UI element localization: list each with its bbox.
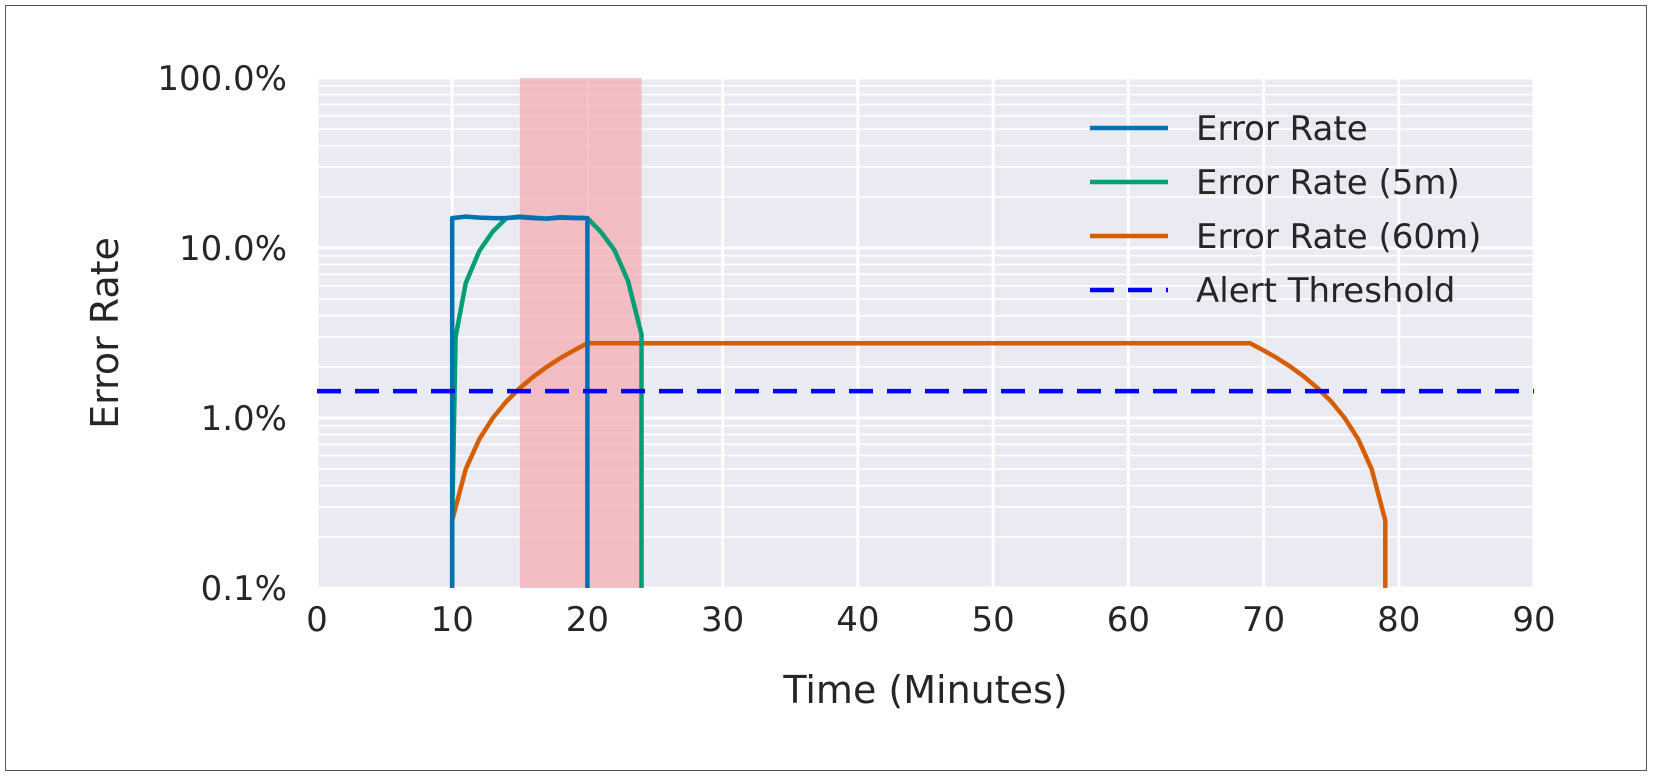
plot-area <box>317 78 1534 588</box>
x-tick-label: 0 <box>306 600 328 640</box>
y-tick-labels: 0.1% 1.0% 10.0% 100.0% <box>157 59 287 609</box>
y-tick-label: 100.0% <box>157 59 287 99</box>
x-tick-label: 30 <box>701 600 744 640</box>
y-axis-label: Error Rate <box>83 237 127 429</box>
x-tick-label: 10 <box>431 600 474 640</box>
legend-label: Error Rate (60m) <box>1196 217 1481 257</box>
y-tick-label: 0.1% <box>201 569 287 609</box>
legend-label: Error Rate (5m) <box>1196 163 1460 203</box>
highlight-region <box>519 78 642 588</box>
x-axis-label: Time (Minutes) <box>782 668 1067 712</box>
x-tick-label: 20 <box>566 600 609 640</box>
y-tick-label: 10.0% <box>179 229 287 269</box>
legend: Error Rate Error Rate (5m) Error Rate (60m… <box>1090 109 1481 311</box>
x-tick-label: 70 <box>1242 600 1285 640</box>
series-layer <box>317 214 1534 588</box>
y-tick-label: 1.0% <box>201 399 287 439</box>
x-tick-label: 60 <box>1107 600 1150 640</box>
series-line-error-rate <box>449 214 590 588</box>
x-tick-label: 90 <box>1512 600 1555 640</box>
x-tick-label: 40 <box>836 600 879 640</box>
x-tick-label: 80 <box>1377 600 1420 640</box>
x-tick-label: 50 <box>971 600 1014 640</box>
legend-label: Alert Threshold <box>1196 271 1455 311</box>
x-tick-labels: 0 10 20 30 40 50 60 70 80 90 <box>306 600 1555 640</box>
legend-label: Error Rate <box>1196 109 1368 149</box>
series-line-error-rate-60m <box>449 341 1388 588</box>
